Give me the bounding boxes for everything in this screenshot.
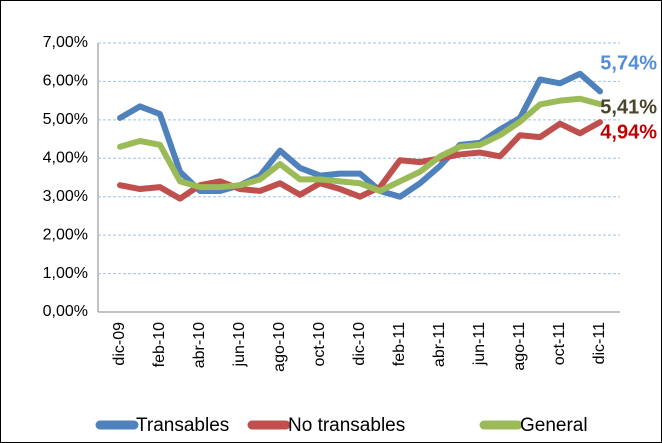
y-tick-label: 6,00%: [43, 73, 88, 90]
x-tick-label: dic-11: [591, 322, 608, 364]
legend-label: No transables: [288, 415, 405, 436]
legend-label: General: [520, 415, 588, 436]
x-tick-label: abr-11: [431, 322, 448, 367]
x-tick-label: jun-11: [471, 322, 488, 366]
series-line: [117, 95, 603, 194]
y-tick-label: 0,00%: [43, 303, 88, 320]
x-tick-label: dic-10: [351, 322, 368, 366]
y-tick-label: 2,00%: [43, 226, 88, 243]
value-label: 5,41%: [600, 96, 657, 118]
x-tick-label: oct-11: [551, 322, 568, 365]
x-tick-label: ago-11: [511, 322, 528, 371]
x-tick-label: ago-10: [271, 322, 288, 372]
x-tick-label: feb-11: [391, 322, 408, 366]
y-tick-label: 5,00%: [43, 111, 88, 128]
y-tick-label: 7,00%: [43, 34, 88, 51]
x-tick-label: abr-10: [191, 322, 208, 368]
x-tick-label: dic-09: [111, 322, 128, 366]
y-tick-label: 4,00%: [43, 150, 88, 167]
x-tick-label: feb-10: [151, 322, 168, 367]
x-tick-label: jun-10: [231, 322, 248, 368]
value-label: 5,74%: [600, 53, 657, 75]
y-tick-label: 1,00%: [43, 265, 88, 282]
x-tick-label: oct-10: [311, 322, 328, 367]
value-label: 4,94%: [600, 121, 657, 143]
y-tick-label: 3,00%: [43, 188, 88, 205]
legend-label: Transables: [136, 415, 229, 436]
